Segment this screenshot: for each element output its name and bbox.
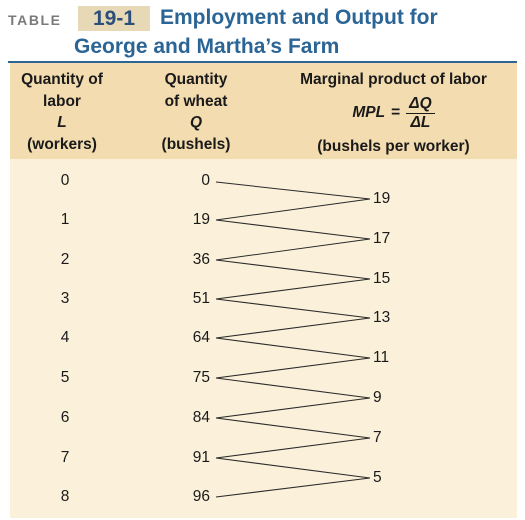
header-wheat-line-2: of wheat — [164, 92, 228, 110]
labor-cell: 2 — [60, 251, 70, 268]
formula-equals: = — [391, 104, 401, 122]
header-labor-line-2: labor — [43, 92, 81, 110]
labor-cell: 0 — [60, 172, 70, 189]
table-number: 19-1 — [78, 6, 150, 31]
wheat-cell: 96 — [192, 488, 210, 505]
connector-line — [215, 198, 371, 221]
connector-line — [215, 437, 371, 459]
connector-line — [215, 397, 371, 419]
wheat-cell: 84 — [192, 409, 210, 426]
labor-cell: 3 — [60, 290, 70, 307]
header-wheat-symbol: Q — [189, 114, 203, 131]
connector-line — [215, 457, 371, 479]
labor-cell: 1 — [60, 211, 70, 228]
wheat-cell: 0 — [201, 172, 210, 189]
mpl-formula: MPL = ΔQ ΔL — [270, 92, 517, 135]
mpl-cell: 7 — [373, 429, 382, 446]
mpl-cell: 13 — [373, 309, 391, 326]
labor-cell: 4 — [60, 329, 70, 346]
wheat-cell: 75 — [192, 369, 210, 386]
connector-line — [215, 238, 371, 261]
table-header: Quantity of labor L (workers) Quantity o… — [10, 63, 517, 159]
mpl-cell: 9 — [373, 389, 382, 406]
table-title-line-2: George and Martha’s Farm — [74, 35, 340, 58]
title-divider — [8, 61, 517, 63]
wheat-cell: 19 — [192, 211, 210, 228]
wheat-cell: 91 — [192, 449, 210, 466]
labor-cell: 6 — [60, 409, 70, 426]
formula-numerator: ΔQ — [406, 95, 435, 114]
connector-line — [215, 357, 371, 379]
header-labor: Quantity of labor L (workers) — [10, 69, 114, 155]
connector-line — [215, 317, 371, 339]
header-mpl: Marginal product of labor MPL = ΔQ ΔL (b… — [270, 69, 517, 157]
header-wheat: Quantity of wheat Q (bushels) — [144, 69, 248, 155]
connector-line — [215, 337, 371, 359]
mpl-cell: 15 — [373, 270, 391, 287]
connector-line — [215, 181, 371, 200]
formula-fraction: ΔQ ΔL — [406, 95, 435, 132]
connector-line — [215, 477, 371, 498]
table-title-line-1: Employment and Output for — [160, 6, 438, 29]
connector-line — [215, 278, 371, 300]
mpl-cell: 11 — [373, 349, 390, 366]
header-labor-symbol: L — [57, 114, 67, 131]
connector-line — [215, 417, 371, 439]
connector-line — [215, 219, 371, 240]
labor-cell: 8 — [60, 488, 70, 505]
header-labor-line-1: Quantity of — [21, 71, 103, 88]
labor-cell: 5 — [60, 369, 70, 386]
labor-cell: 7 — [60, 449, 70, 466]
header-wheat-line-1: Quantity — [164, 71, 228, 88]
header-wheat-unit: (bushels) — [161, 135, 231, 153]
table-panel: Quantity of labor L (workers) Quantity o… — [10, 63, 517, 518]
mpl-cell: 17 — [373, 230, 391, 247]
connector-line — [215, 377, 371, 399]
connector-line — [215, 298, 371, 319]
formula-denominator: ΔL — [410, 113, 431, 131]
mpl-cell: 19 — [373, 190, 391, 207]
wheat-cell: 51 — [192, 290, 210, 307]
wheat-cell: 64 — [192, 329, 210, 346]
table-label: TABLE — [8, 12, 62, 28]
connector-line — [215, 259, 371, 280]
formula-lhs: MPL — [352, 104, 386, 122]
header-mpl-title: Marginal product of labor — [300, 71, 487, 88]
header-mpl-unit: (bushels per worker) — [317, 137, 470, 155]
header-labor-unit: (workers) — [27, 135, 97, 153]
mpl-cell: 5 — [373, 469, 382, 486]
wheat-cell: 36 — [192, 251, 210, 268]
